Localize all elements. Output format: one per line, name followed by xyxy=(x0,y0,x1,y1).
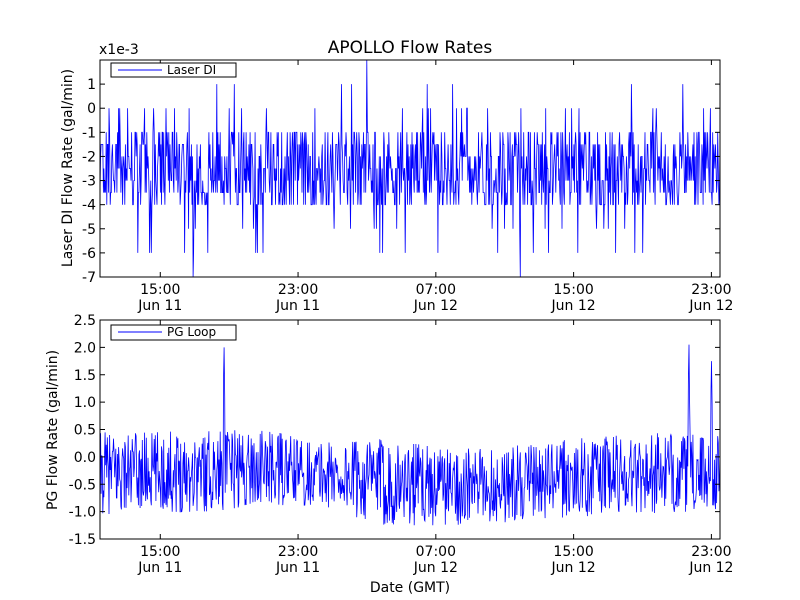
pg-loop-series-line xyxy=(99,344,721,526)
pg-loop-panel: -1.5-1.0-0.50.00.51.01.52.02.5 15:00Jun … xyxy=(45,313,733,596)
pg-loop-y-ticks: -1.5 -1.0 -0.5 0.0 0.5 1.0 1.5 2.0 2.5 xyxy=(69,313,720,548)
laser-di-x-tick-date: Jun 12 xyxy=(688,298,733,314)
pg-loop-legend-label: PG Loop xyxy=(167,325,216,339)
pg-loop-x-tick-date: Jun 12 xyxy=(688,560,733,576)
laser-di-plot-frame xyxy=(99,59,721,278)
laser-di-y-tick-label: -7 xyxy=(82,270,96,286)
pg-loop-x-tick-date: Jun 12 xyxy=(413,560,458,576)
laser-di-y-tick-label: -3 xyxy=(82,174,96,190)
laser-di-y-tick-label: -5 xyxy=(82,222,96,238)
pg-loop-y-tick-label: -1.5 xyxy=(69,532,96,548)
laser-di-x-tick-time: 15:00 xyxy=(553,282,593,298)
laser-di-x-tick-date: Jun 11 xyxy=(275,298,320,314)
scale-note: x1e-3 xyxy=(99,42,139,58)
pg-loop-y-tick-label: 0.0 xyxy=(74,450,96,466)
pg-loop-y-tick-label: -1.0 xyxy=(69,505,96,521)
laser-di-y-axis-label: Laser DI Flow Rate (gal/min) xyxy=(60,69,76,267)
laser-di-y-tick-label: -4 xyxy=(82,198,96,214)
pg-loop-y-tick-label: 2.5 xyxy=(74,313,96,329)
pg-loop-y-tick-label: -0.5 xyxy=(69,477,96,493)
pg-loop-series-group xyxy=(99,344,721,526)
laser-di-x-tick-time: 23:00 xyxy=(691,282,731,298)
laser-di-y-tick-label: 1 xyxy=(87,77,96,93)
laser-di-x-tick-time: 07:00 xyxy=(416,282,456,298)
pg-loop-y-tick-label: 1.0 xyxy=(74,395,96,411)
pg-loop-x-tick-time: 23:00 xyxy=(691,544,731,560)
laser-di-legend: Laser DI xyxy=(110,62,237,78)
chart-title: APOLLO Flow Rates xyxy=(328,38,493,58)
laser-di-x-tick-time: 15:00 xyxy=(140,282,180,298)
laser-di-x-tick-date: Jun 12 xyxy=(413,298,458,314)
pg-loop-legend-box xyxy=(110,324,237,341)
pg-loop-x-tick-time: 15:00 xyxy=(140,544,180,560)
pg-loop-y-axis-label: PG Flow Rate (gal/min) xyxy=(45,350,61,510)
laser-di-y-tick-label: -1 xyxy=(82,125,96,141)
laser-di-series-line xyxy=(99,59,721,278)
laser-di-y-tick-label: -6 xyxy=(82,246,96,262)
pg-loop-y-tick-label: 2.0 xyxy=(74,340,96,356)
laser-di-y-tick-label: 0 xyxy=(87,101,96,117)
pg-loop-legend: PG Loop xyxy=(110,324,237,341)
laser-di-y-tick-label: -2 xyxy=(82,149,96,165)
laser-di-legend-box xyxy=(110,62,237,78)
laser-di-x-tick-date: Jun 12 xyxy=(551,298,596,314)
pg-loop-y-tick-label: 0.5 xyxy=(74,423,96,439)
laser-di-x-tick-time: 23:00 xyxy=(278,282,318,298)
laser-di-y-ticks: -7 -6 -5 -4 -3 -2 -1 0 1 xyxy=(82,77,720,286)
laser-di-x-tick-date: Jun 11 xyxy=(137,298,182,314)
laser-di-legend-label: Laser DI xyxy=(167,63,216,77)
pg-loop-x-tick-date: Jun 11 xyxy=(137,560,182,576)
laser-di-series-group xyxy=(99,59,721,278)
pg-loop-x-tick-time: 15:00 xyxy=(553,544,593,560)
pg-loop-x-tick-date: Jun 12 xyxy=(551,560,596,576)
pg-loop-x-tick-time: 07:00 xyxy=(416,544,456,560)
x-axis-label: Date (GMT) xyxy=(370,580,450,596)
pg-loop-y-tick-label: 1.5 xyxy=(74,368,96,384)
pg-loop-x-tick-date: Jun 11 xyxy=(275,560,320,576)
pg-loop-x-tick-time: 23:00 xyxy=(278,544,318,560)
